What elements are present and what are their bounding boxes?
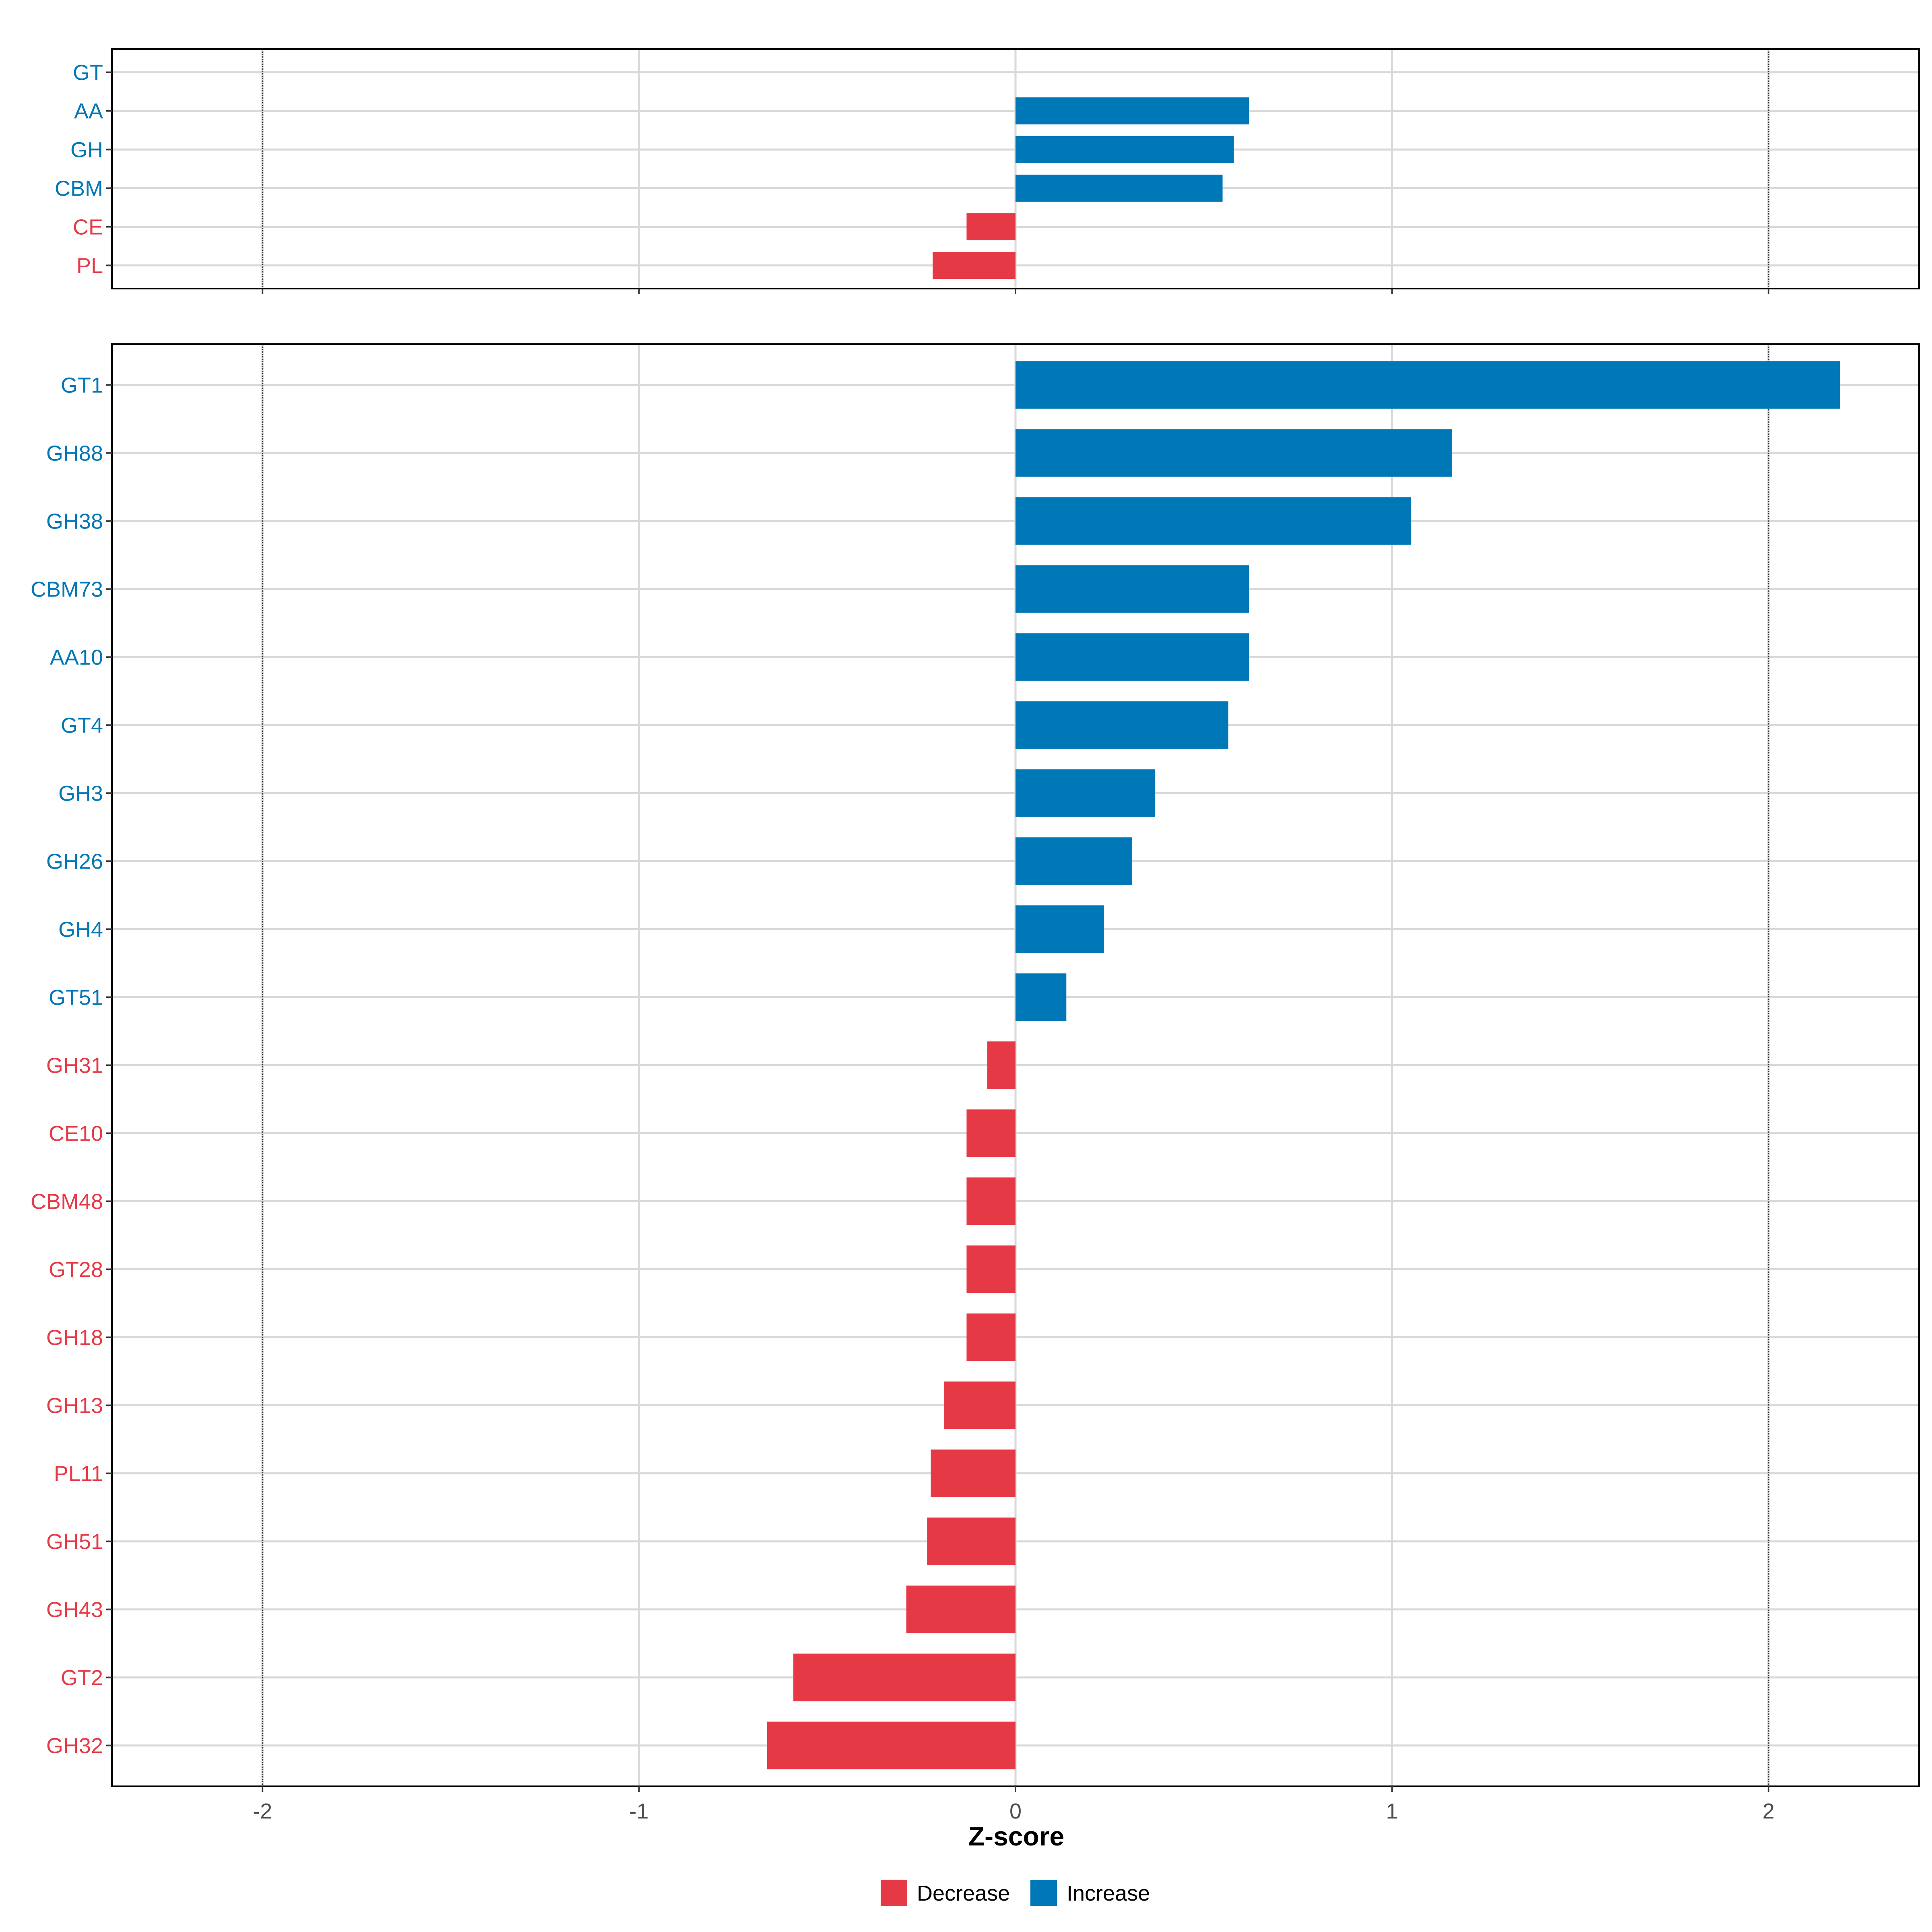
bar-gh <box>1016 136 1234 163</box>
bar-pl11 <box>931 1449 1016 1497</box>
category-label-gh51: GH51 <box>46 1530 103 1554</box>
bar-cbm73 <box>1016 565 1249 613</box>
bar-cbm <box>1016 174 1223 202</box>
category-label-gh43: GH43 <box>46 1598 103 1622</box>
bar-ce10 <box>966 1109 1016 1157</box>
bar-gh18 <box>966 1313 1016 1361</box>
bar-gh51 <box>927 1517 1016 1565</box>
x-tick-label: -2 <box>253 1799 272 1823</box>
legend-swatch-decrease <box>881 1880 907 1906</box>
panel-frames <box>106 48 1920 1792</box>
category-label-gh31: GH31 <box>46 1054 103 1078</box>
x-axis-title: Z-score <box>968 1821 1064 1851</box>
category-label-cbm48: CBM48 <box>31 1190 103 1214</box>
legend-label-decrease: Decrease <box>917 1881 1010 1905</box>
x-tick-label: 0 <box>1009 1799 1022 1823</box>
category-label-aa10: AA10 <box>50 645 103 669</box>
category-label-gh26: GH26 <box>46 849 103 873</box>
bar-gh31 <box>987 1041 1016 1089</box>
x-tick-label: 1 <box>1386 1799 1398 1823</box>
category-label-gt4: GT4 <box>61 713 103 737</box>
bar-pl <box>933 252 1016 279</box>
legend-swatch-increase <box>1030 1880 1057 1906</box>
category-label-aa: AA <box>74 99 103 124</box>
labels-layer: GT AA GH CBM CE PL GT1 GH88 GH38 CBM73 AA10 GT4 GH3 G… <box>31 61 1775 1823</box>
category-label-cbm73: CBM73 <box>31 577 103 601</box>
category-label-gh: GH <box>70 138 103 162</box>
category-label-gt2: GT2 <box>61 1666 103 1690</box>
bar-ce <box>966 213 1016 241</box>
bar-gh43 <box>906 1585 1016 1633</box>
bar-gh38 <box>1016 497 1411 545</box>
x-tick-label: 2 <box>1763 1799 1775 1823</box>
bars-layer <box>767 97 1840 1769</box>
bar-aa10 <box>1016 633 1249 681</box>
bar-aa <box>1016 97 1249 125</box>
bar-gh26 <box>1016 837 1132 885</box>
x-tick-label: -1 <box>630 1799 649 1823</box>
category-label-gh88: GH88 <box>46 441 103 465</box>
bar-gt51 <box>1016 973 1067 1021</box>
legend-label-increase: Increase <box>1067 1881 1150 1905</box>
category-label-gh38: GH38 <box>46 509 103 533</box>
category-label-gh18: GH18 <box>46 1326 103 1350</box>
bar-gt2 <box>793 1653 1016 1701</box>
bar-gh88 <box>1016 429 1453 477</box>
category-label-ce10: CE10 <box>49 1122 103 1146</box>
category-label-gh4: GH4 <box>58 917 103 941</box>
category-label-gt: GT <box>73 61 103 85</box>
bar-gt28 <box>966 1245 1016 1293</box>
category-label-gt51: GT51 <box>49 985 103 1009</box>
bar-gh32 <box>767 1721 1016 1769</box>
bar-gh4 <box>1016 905 1104 953</box>
bar-gt4 <box>1016 701 1228 749</box>
category-label-pl: PL <box>76 254 103 278</box>
category-label-ce: CE <box>73 215 103 239</box>
category-label-gh3: GH3 <box>58 781 103 805</box>
bar-cbm48 <box>966 1177 1016 1225</box>
bar-gt1 <box>1016 361 1840 409</box>
legend: Decrease Increase <box>881 1880 1150 1906</box>
bar-gh13 <box>944 1381 1016 1429</box>
bar-gh3 <box>1016 769 1155 817</box>
category-label-gt1: GT1 <box>61 373 103 397</box>
category-label-gh32: GH32 <box>46 1734 103 1758</box>
category-label-gh13: GH13 <box>46 1394 103 1418</box>
category-label-cbm: CBM <box>55 176 103 200</box>
category-label-pl11: PL11 <box>54 1462 103 1486</box>
category-label-gt28: GT28 <box>49 1258 103 1282</box>
